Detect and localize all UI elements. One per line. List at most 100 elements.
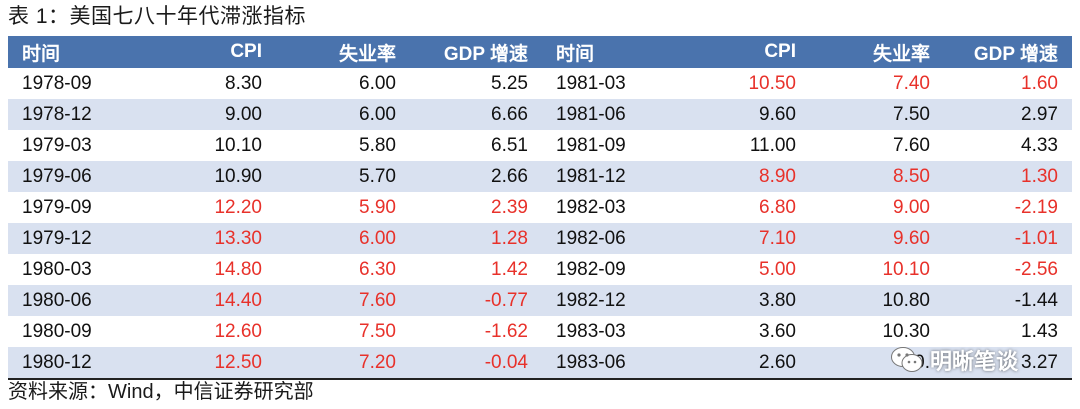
table-cell: 6.00 <box>276 99 410 130</box>
table-row: 1980-06 14.40 7.60 -0.77 1982-12 3.80 10.80 -1.… <box>8 285 1072 316</box>
table-cell: 9.00 <box>142 99 276 130</box>
header-unemployment: 失业率 <box>810 36 944 68</box>
table-cell: 2.60 <box>676 347 810 379</box>
table-cell: 7.20 <box>276 347 410 379</box>
table-cell: 1980-09 <box>22 320 92 342</box>
table-cell: 7.50 <box>359 320 396 342</box>
table-cell: -2.19 <box>1014 196 1058 218</box>
table-cell: 7.60 <box>893 134 930 156</box>
header-gdp-growth: GDP 增速 <box>410 36 542 68</box>
table-cell: 5.80 <box>359 134 396 156</box>
table-cell: 1.30 <box>944 161 1072 192</box>
table-cell: 6.51 <box>491 134 528 156</box>
table-cell: 1982-12 <box>542 285 676 316</box>
table-row: 1979-09 12.20 5.90 2.39 1982-03 6.80 9.00 -2.19 <box>8 192 1072 223</box>
table-cell: 3.27 <box>944 347 1072 379</box>
table-cell: 2.39 <box>491 196 528 218</box>
table-cell: 1979-03 <box>22 134 92 156</box>
watermark-text: 明晰笔谈 <box>930 349 1019 374</box>
table-cell: 1.60 <box>1021 72 1058 94</box>
table-cell: 6.00 <box>359 72 396 94</box>
table-cell: 1980-06 <box>8 285 142 316</box>
table-cell: 7.40 <box>893 72 930 94</box>
table-cell: 3.80 <box>676 285 810 316</box>
table-cell: 10.50 <box>748 72 796 94</box>
table-cell: 6.66 <box>410 99 542 130</box>
table-cell: 1978-12 <box>8 99 142 130</box>
table-cell: 1981-12 <box>542 161 676 192</box>
table-cell: 5.00 <box>759 258 796 280</box>
table-cell: 5.90 <box>359 196 396 218</box>
table-cell: 1979-09 <box>22 196 92 218</box>
header-gdp-growth: GDP 增速 <box>944 36 1072 68</box>
table-cell: 5.70 <box>276 161 410 192</box>
table-cell: -1.01 <box>944 223 1072 254</box>
table-cell: 13.30 <box>142 223 276 254</box>
table-cell: 1981-03 <box>556 72 626 94</box>
table-cell: 9.60 <box>810 223 944 254</box>
table-cell: 10.10 <box>214 134 262 156</box>
table-cell: 1982-03 <box>556 196 626 218</box>
table-cell: 12.60 <box>214 320 262 342</box>
table-cell: 10.90 <box>142 161 276 192</box>
table-row: 1978-09 8.30 6.00 5.25 1981-03 10.50 7.40 1.60 <box>8 68 1072 99</box>
header-time: 时间 <box>8 36 142 68</box>
table-cell: 10.10 <box>882 258 930 280</box>
table-row: 1980-09 12.60 7.50 -1.62 1983-03 3.60 10.30 1.4… <box>8 316 1072 347</box>
table-cell: 3.60 <box>759 320 796 342</box>
header-cpi: CPI <box>142 36 276 68</box>
header-cpi: CPI <box>676 36 810 68</box>
table-cell: 1982-09 <box>556 258 626 280</box>
source-note: 资料来源：Wind，中信证券研究部 <box>8 381 314 403</box>
table-cell: 2.66 <box>410 161 542 192</box>
table-body: 1978-09 8.30 6.00 5.25 1981-03 10.50 7.40 1.60 1… <box>8 68 1072 379</box>
table-cell: 6.80 <box>759 196 796 218</box>
table-cell: 8.30 <box>225 72 262 94</box>
table-cell: 1980-03 <box>22 258 92 280</box>
header-row: 时间 CPI 失业率 GDP 增速 时间 CPI 失业率 GDP 增速 <box>8 36 1072 68</box>
table-cell: 2.97 <box>944 99 1072 130</box>
table-cell: 6.00 <box>276 223 410 254</box>
table-cell: 12.20 <box>214 196 262 218</box>
table-cell: 1978-09 <box>22 72 92 94</box>
stagflation-table: 时间 CPI 失业率 GDP 增速 时间 CPI 失业率 GDP 增速 1978… <box>8 36 1072 380</box>
table-cell: 1981-06 <box>542 99 676 130</box>
table-cell: 10.30 <box>882 320 930 342</box>
table-cell: 11.00 <box>749 134 796 156</box>
table-row: 1978-12 9.00 6.00 6.66 1981-06 9.60 7.50 2.97 <box>8 99 1072 130</box>
table-cell: 1.43 <box>1021 320 1058 342</box>
table-cell: -1.44 <box>944 285 1072 316</box>
table-cell: -0.04 <box>410 347 542 379</box>
table-cell: 5.25 <box>491 72 528 94</box>
table-cell: 1983-03 <box>556 320 626 342</box>
table-title: 表 1：美国七八十年代滞涨指标 <box>8 5 307 28</box>
table-cell: 1979-06 <box>8 161 142 192</box>
table-cell: 4.33 <box>1021 134 1058 156</box>
watermark: 明晰笔谈 <box>890 342 1018 378</box>
table-cell: 14.80 <box>214 258 262 280</box>
header-time: 时间 <box>542 36 676 68</box>
table-cell: -1.62 <box>484 320 528 342</box>
table-cell: 7.50 <box>810 99 944 130</box>
table-cell: 7.10 <box>676 223 810 254</box>
table-cell: 1.42 <box>491 258 528 280</box>
table-cell: 1979-12 <box>8 223 142 254</box>
table-cell: 9.00 <box>893 196 930 218</box>
table-cell: 9.60 <box>676 99 810 130</box>
table-cell: 1980-12 <box>8 347 142 379</box>
table-cell: 6.30 <box>359 258 396 280</box>
table-cell: 7.60 <box>276 285 410 316</box>
wechat-icon <box>891 347 923 372</box>
table-row: 1979-03 10.10 5.80 6.51 1981-09 11.00 7.60 4.33 <box>8 130 1072 161</box>
table-cell: 1981-09 <box>556 134 626 156</box>
header-unemployment: 失业率 <box>276 36 410 68</box>
table-cell: 8.90 <box>676 161 810 192</box>
table-row: 1979-12 13.30 6.00 1.28 1982-06 7.10 9.60 -1.01 <box>8 223 1072 254</box>
table-cell: 14.40 <box>142 285 276 316</box>
table-cell: 10.80 <box>810 285 944 316</box>
table-cell: -2.56 <box>1014 258 1058 280</box>
table-cell: 1.28 <box>410 223 542 254</box>
table-cell: -0.77 <box>410 285 542 316</box>
table-row: 1980-03 14.80 6.30 1.42 1982-09 5.00 10.10 -2.5… <box>8 254 1072 285</box>
